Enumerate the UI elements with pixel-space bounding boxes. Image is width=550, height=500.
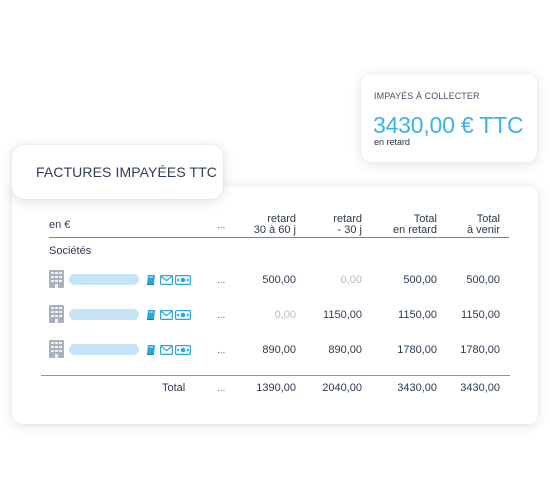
total-col4: 3430,00 (460, 382, 500, 394)
header-col4-line1: Total (476, 213, 500, 225)
table-row[interactable]: ... 500,00 0,00 500,00 500,00 (0, 270, 550, 290)
total-divider (41, 375, 510, 376)
row-col2: 0,00 (340, 274, 362, 286)
header-col3: Total en retard (377, 214, 437, 236)
table-row[interactable]: ... 0,00 1150,00 1150,00 1150,00 (0, 305, 550, 325)
building-icon (49, 340, 64, 358)
header-col1-line1: retard (267, 213, 296, 225)
header-col3-line1: Total (413, 213, 437, 225)
row-col3: 1150,00 (398, 309, 437, 321)
total-label: Total (162, 382, 186, 394)
row-col4: 1780,00 (460, 344, 500, 356)
building-icon (49, 305, 64, 323)
row-ellipsis: ... (217, 310, 226, 321)
company-name-placeholder[interactable] (69, 344, 139, 355)
mail-icon[interactable] (160, 275, 173, 285)
mail-icon[interactable] (160, 310, 173, 320)
kpi-value: 3430,00 € TTC (373, 112, 524, 138)
header-col1: retard 30 à 60 j (236, 214, 296, 236)
row-col2: 1150,00 (323, 309, 362, 321)
total-col2: 2040,00 (322, 382, 362, 394)
header-col4: Total à venir (440, 214, 500, 236)
header-col2-line2: - 30 j (337, 224, 362, 236)
row-ellipsis: ... (217, 275, 226, 286)
total-col1: 1390,00 (256, 382, 296, 394)
row-col4: 500,00 (466, 274, 500, 286)
row-col1: 0,00 (274, 309, 296, 321)
banknote-icon[interactable] (175, 275, 191, 285)
book-icon[interactable] (145, 309, 157, 321)
book-icon[interactable] (145, 344, 157, 356)
company-name-placeholder[interactable] (69, 274, 139, 285)
row-col1: 890,00 (262, 344, 296, 356)
header-ellipsis: ... (217, 220, 226, 231)
header-divider (49, 237, 509, 238)
header-col4-line2: à venir (466, 224, 500, 236)
row-col1: 500,00 (262, 274, 296, 286)
section-label: Sociétés (49, 245, 92, 257)
header-col3-line2: en retard (392, 224, 437, 236)
row-col2: 890,00 (328, 344, 362, 356)
header-col2: retard - 30 j (302, 214, 362, 236)
row-col3: 500,00 (403, 274, 437, 286)
row-col4: 1150,00 (461, 309, 500, 321)
book-icon[interactable] (145, 274, 157, 286)
building-icon (49, 270, 64, 288)
kpi-label: IMPAYÉS À COLLECTER (374, 91, 480, 101)
unit-label: en € (49, 219, 71, 231)
kpi-card: IMPAYÉS À COLLECTER 3430,00 € TTC (361, 74, 537, 162)
page-title: FACTURES IMPAYÉES TTC (36, 164, 218, 180)
row-col3: 1780,00 (397, 344, 437, 356)
total-col3: 3430,00 (397, 382, 437, 394)
kpi-sub: en retard (374, 137, 411, 147)
header-col2-line1: retard (333, 213, 362, 225)
banknote-icon[interactable] (175, 310, 191, 320)
invoice-table-card (12, 186, 538, 424)
table-row[interactable]: ... 890,00 890,00 1780,00 1780,00 (0, 340, 550, 360)
header-col1-line2: 30 à 60 j (253, 224, 296, 236)
title-chip: FACTURES IMPAYÉES TTC (12, 145, 223, 199)
banknote-icon[interactable] (175, 345, 191, 355)
company-name-placeholder[interactable] (69, 309, 139, 320)
row-ellipsis: ... (217, 345, 226, 356)
total-ellipsis: ... (217, 383, 226, 394)
mail-icon[interactable] (160, 345, 173, 355)
